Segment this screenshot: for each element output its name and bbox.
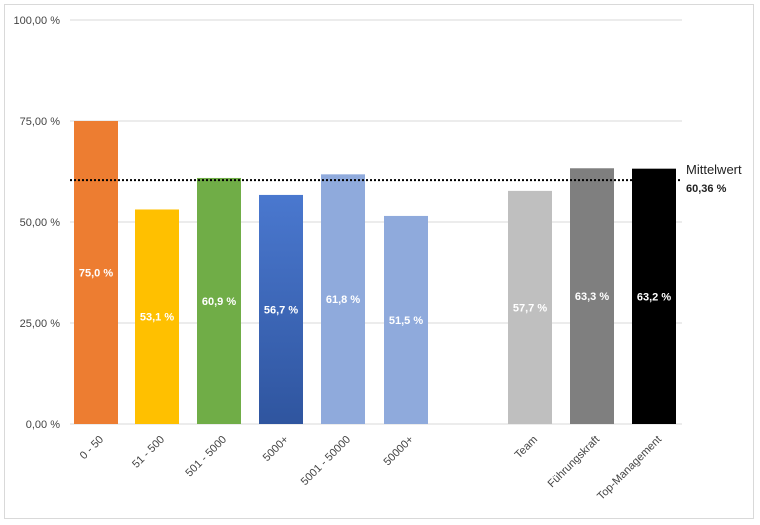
- data-label: 75,0 %: [79, 268, 113, 280]
- bar: [197, 177, 241, 424]
- data-label: 53,1 %: [140, 312, 174, 324]
- data-label: 56,7 %: [264, 304, 298, 316]
- bar: [259, 194, 303, 424]
- data-label: 51,5 %: [389, 315, 423, 327]
- bar: [632, 168, 676, 424]
- bar: [321, 174, 365, 424]
- chart-frame: [4, 4, 754, 519]
- bar: [570, 168, 614, 424]
- bar: [508, 190, 552, 424]
- data-label: 57,7 %: [513, 302, 547, 314]
- data-label: 60,9 %: [202, 296, 236, 308]
- x-tick-label: 51 - 500: [130, 434, 167, 471]
- y-tick-label: 100,00 %: [14, 15, 61, 27]
- y-tick-label: 50,00 %: [20, 217, 61, 229]
- bar: [135, 209, 179, 424]
- y-tick-label: 75,00 %: [20, 116, 61, 128]
- y-axis-tick-labels: 0,00 % 25,00 % 50,00 % 75,00 % 100,00 %: [14, 15, 61, 431]
- x-tick-label: Top-Management: [595, 434, 664, 503]
- mean-value: 60,36 %: [686, 183, 727, 195]
- bar: [384, 215, 428, 424]
- data-label: 63,2 %: [637, 291, 671, 303]
- data-labels: 75,0 % 53,1 % 60,9 % 56,7 % 61,8 % 51,5 % 57,7…: [79, 268, 671, 327]
- data-label: 63,3 %: [575, 291, 609, 303]
- y-tick-label: 0,00 %: [26, 419, 60, 431]
- mean-reference: Mittelwert 60,36 %: [70, 162, 742, 195]
- x-tick-label: 501 - 5000: [183, 434, 229, 480]
- bars: [74, 121, 676, 424]
- mean-label: Mittelwert: [686, 162, 742, 177]
- x-tick-label: 5000+: [261, 434, 291, 464]
- x-tick-label: 5001 - 50000: [299, 434, 353, 488]
- x-tick-label: 50000+: [381, 434, 416, 469]
- x-tick-label: Team: [513, 434, 541, 462]
- data-label: 61,8 %: [326, 294, 360, 306]
- x-tick-label: 0 - 50: [78, 434, 106, 462]
- x-tick-label: Führungskraft: [546, 434, 602, 490]
- x-axis-tick-labels: 0 - 50 51 - 500 501 - 5000 5000+ 5001 - 5000…: [78, 434, 664, 503]
- y-tick-label: 25,00 %: [20, 318, 61, 330]
- bar: [74, 121, 118, 424]
